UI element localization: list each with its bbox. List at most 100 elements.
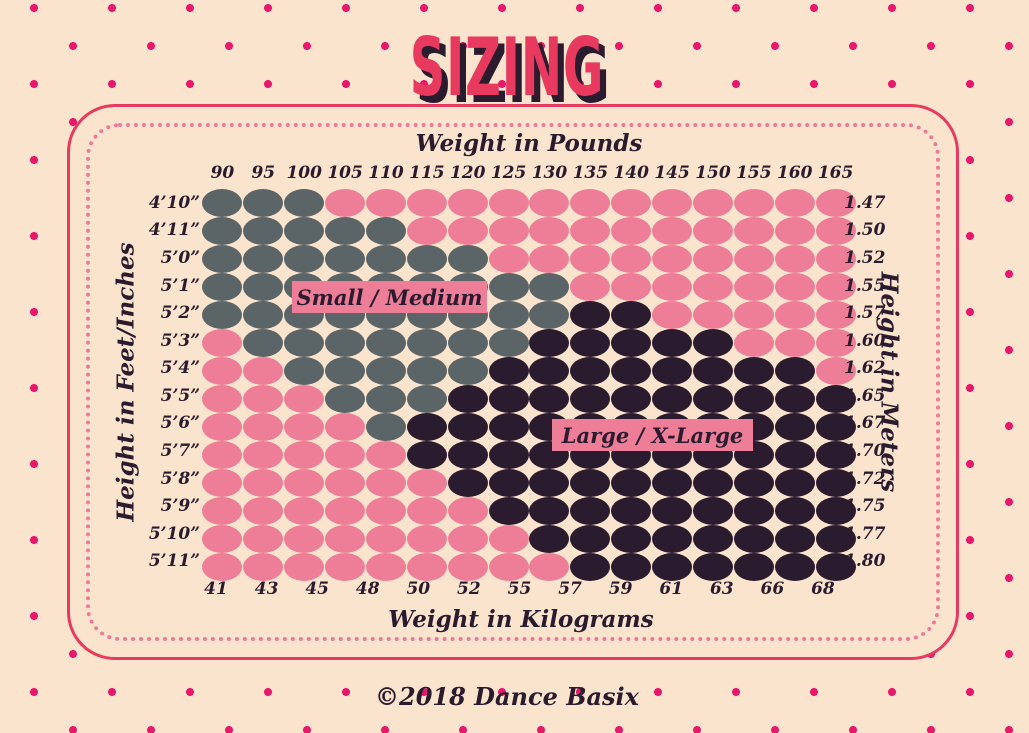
size-cell-large-xlarge — [611, 553, 652, 581]
pounds-tick: 145 — [654, 163, 690, 183]
size-cell-large-xlarge — [774, 469, 815, 497]
size-cell-large-xlarge — [611, 329, 652, 357]
kilograms-tick: 45 — [305, 579, 329, 599]
size-cell-large-xlarge — [570, 385, 611, 413]
size-cell-large-xlarge — [692, 553, 733, 581]
kilograms-tick: 57 — [558, 579, 582, 599]
size-cell-pink — [447, 525, 488, 553]
size-cell-pink — [692, 217, 733, 245]
kilograms-tick: 66 — [760, 579, 785, 599]
size-cell-pink — [529, 189, 570, 217]
size-cell-large-xlarge — [406, 441, 447, 469]
size-cell-pink — [570, 189, 611, 217]
size-cell-pink — [652, 301, 693, 329]
size-cell-pink — [488, 217, 529, 245]
size-cell-pink — [325, 469, 366, 497]
size-cell-pink — [488, 553, 529, 581]
size-cell-pink — [570, 273, 611, 301]
size-cell-small-medium — [365, 357, 406, 385]
size-cell-small-medium — [202, 189, 243, 217]
size-cell-large-xlarge — [733, 385, 774, 413]
size-cell-pink — [815, 217, 856, 245]
size-cell-small-medium — [325, 217, 366, 245]
size-cell-small-medium — [243, 273, 284, 301]
size-cell-pink — [774, 273, 815, 301]
meters-tick: 1.67 — [844, 413, 886, 434]
size-cell-pink — [202, 413, 243, 441]
size-cell-small-medium — [325, 385, 366, 413]
size-cell-pink — [652, 245, 693, 273]
size-cell-pink — [325, 553, 366, 581]
size-cell-pink — [570, 217, 611, 245]
size-cell-small-medium — [406, 329, 447, 357]
size-cell-large-xlarge — [692, 329, 733, 357]
size-cell-pink — [284, 553, 325, 581]
size-cell-pink — [202, 329, 243, 357]
size-cell-pink — [365, 553, 406, 581]
size-cell-pink — [325, 441, 366, 469]
size-cell-large-xlarge — [570, 357, 611, 385]
size-cell-pink — [570, 245, 611, 273]
feet-inches-tick: 5’3” — [160, 330, 200, 351]
feet-inches-tick: 5’11” — [148, 551, 200, 572]
size-cell-pink — [733, 217, 774, 245]
meters-tick-column: 1.47 1.50 1.52 1.55 1.57 1.60 1.62 1.65 1.67 1.70… — [844, 189, 914, 575]
feet-tick-column: 4’10” 4’11” 5’0” 5’1” 5’2” 5’3” 5’4” 5’5” 5’6” 5’… — [86, 189, 200, 575]
size-cell-pink — [202, 525, 243, 553]
size-cell-large-xlarge — [774, 441, 815, 469]
size-cell-small-medium — [406, 245, 447, 273]
size-cell-pink — [774, 217, 815, 245]
pounds-tick: 120 — [449, 163, 486, 183]
size-cell-pink — [406, 217, 447, 245]
meters-tick: 1.75 — [844, 496, 886, 517]
meters-tick: 1.50 — [844, 220, 886, 241]
size-cell-large-xlarge — [815, 525, 856, 553]
size-grid — [202, 189, 856, 581]
kilograms-tick: 48 — [355, 579, 380, 599]
size-cell-pink — [243, 497, 284, 525]
size-cell-small-medium — [284, 357, 325, 385]
size-cell-pink — [447, 189, 488, 217]
size-cell-large-xlarge — [815, 553, 856, 581]
size-cell-pink — [815, 273, 856, 301]
size-cell-large-xlarge — [815, 441, 856, 469]
meters-tick: 1.47 — [844, 192, 886, 213]
feet-inches-tick: 5’8” — [160, 468, 200, 489]
size-cell-small-medium — [365, 385, 406, 413]
pounds-tick: 155 — [736, 163, 772, 183]
size-cell-large-xlarge — [611, 301, 652, 329]
size-cell-pink — [365, 497, 406, 525]
size-cell-small-medium — [243, 301, 284, 329]
copyright-footer: ©2018 Dance Basix — [375, 682, 639, 711]
size-cell-pink — [284, 525, 325, 553]
size-cell-pink — [202, 497, 243, 525]
meters-tick: 1.52 — [844, 247, 886, 268]
size-cell-small-medium — [284, 329, 325, 357]
size-cell-pink — [774, 301, 815, 329]
size-cell-pink — [325, 525, 366, 553]
meters-tick: 1.65 — [844, 385, 886, 406]
small-medium-region-label: Small / Medium — [292, 281, 487, 313]
size-cell-pink — [284, 469, 325, 497]
size-cell-large-xlarge — [488, 385, 529, 413]
size-cell-large-xlarge — [488, 469, 529, 497]
kilograms-tick: 59 — [608, 579, 633, 599]
size-cell-large-xlarge — [815, 497, 856, 525]
pounds-tick: 105 — [327, 163, 363, 183]
size-cell-pink — [529, 553, 570, 581]
size-cell-pink — [202, 469, 243, 497]
size-cell-pink — [611, 217, 652, 245]
size-cell-large-xlarge — [774, 525, 815, 553]
size-cell-small-medium — [529, 273, 570, 301]
size-cell-pink — [365, 441, 406, 469]
size-cell-pink — [325, 189, 366, 217]
feet-inches-tick: 5’1” — [160, 275, 200, 296]
size-cell-small-medium — [529, 301, 570, 329]
size-cell-large-xlarge — [570, 469, 611, 497]
size-cell-large-xlarge — [611, 525, 652, 553]
axis-title-weight-kilograms: Weight in Kilograms — [388, 606, 654, 633]
size-cell-pink — [447, 553, 488, 581]
size-cell-pink — [815, 357, 856, 385]
size-cell-pink — [652, 217, 693, 245]
size-cell-pink — [202, 357, 243, 385]
